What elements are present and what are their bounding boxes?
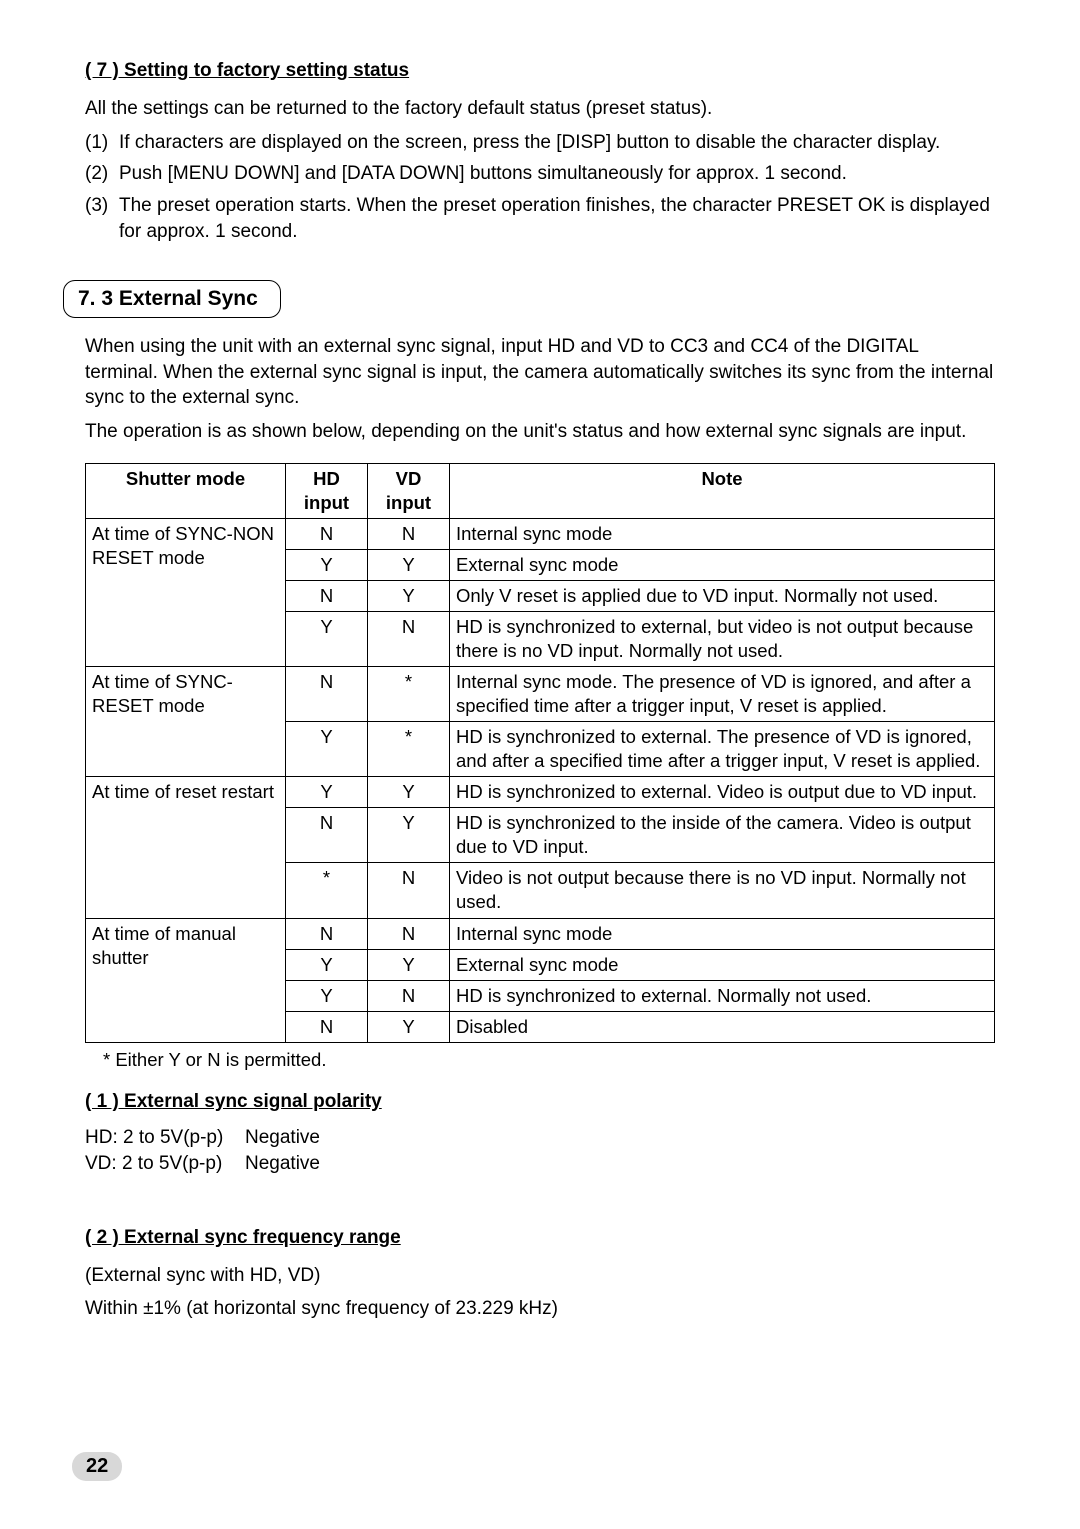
cell-hd: * <box>286 863 368 918</box>
cell-hd: Y <box>286 949 368 980</box>
cell-hd: N <box>286 918 368 949</box>
cell-note: HD is synchronized to external, but vide… <box>450 612 995 667</box>
list-num: (2) <box>85 161 119 187</box>
th-hd-input: HD input <box>286 463 368 518</box>
list-text: If characters are displayed on the scree… <box>119 130 995 156</box>
th-note: Note <box>450 463 995 518</box>
list-item: (3) The preset operation starts. When th… <box>85 193 995 244</box>
subsection-7-heading: ( 7 ) Setting to factory setting status <box>85 60 995 82</box>
cell-note: External sync mode <box>450 949 995 980</box>
sub2-line2: Within ±1% (at horizontal sync frequency… <box>85 1296 995 1322</box>
cell-hd: N <box>286 1011 368 1042</box>
cell-note: HD is synchronized to external. Video is… <box>450 777 995 808</box>
cell-vd: Y <box>368 949 450 980</box>
cell-hd: Y <box>286 777 368 808</box>
cell-vd: N <box>368 612 450 667</box>
cell-hd: N <box>286 518 368 549</box>
polarity-left: VD: 2 to 5V(p-p) <box>85 1153 245 1175</box>
external-sync-table: Shutter mode HD input VD input Note At t… <box>85 463 995 1043</box>
cell-note: HD is synchronized to external. The pres… <box>450 722 995 777</box>
th-vd-input: VD input <box>368 463 450 518</box>
cell-vd: * <box>368 722 450 777</box>
cell-vd: Y <box>368 549 450 580</box>
cell-vd: N <box>368 518 450 549</box>
polarity-right: Negative <box>245 1153 320 1175</box>
cell-note: Internal sync mode <box>450 518 995 549</box>
cell-vd: N <box>368 980 450 1011</box>
section7-list: (1) If characters are displayed on the s… <box>85 130 995 245</box>
table-row: At time of reset restart Y Y HD is synch… <box>86 777 995 808</box>
section73-para2: The operation is as shown below, dependi… <box>85 419 995 445</box>
cell-vd: Y <box>368 580 450 611</box>
polarity-right: Negative <box>245 1127 320 1149</box>
table-footnote: * Either Y or N is permitted. <box>103 1049 995 1071</box>
cell-vd: Y <box>368 1011 450 1042</box>
section-7-3-box: 7. 3 External Sync <box>63 280 281 318</box>
table-row: At time of manual shutter N N Internal s… <box>86 918 995 949</box>
page-number: 22 <box>72 1452 122 1481</box>
cell-vd: N <box>368 863 450 918</box>
list-num: (3) <box>85 193 119 244</box>
cell-hd: Y <box>286 549 368 580</box>
cell-hd: N <box>286 808 368 863</box>
table-header-row: Shutter mode HD input VD input Note <box>86 463 995 518</box>
cell-mode: At time of SYNC-RESET mode <box>86 667 286 777</box>
list-text: The preset operation starts. When the pr… <box>119 193 995 244</box>
cell-vd: Y <box>368 808 450 863</box>
cell-note: Video is not output because there is no … <box>450 863 995 918</box>
table-row: At time of SYNC-RESET mode N * Internal … <box>86 667 995 722</box>
cell-hd: Y <box>286 722 368 777</box>
table-row: At time of SYNC-NON RESET mode N N Inter… <box>86 518 995 549</box>
polarity-row: HD: 2 to 5V(p-p) Negative <box>85 1127 995 1149</box>
cell-mode: At time of reset restart <box>86 777 286 918</box>
cell-mode: At time of manual shutter <box>86 918 286 1042</box>
cell-vd: Y <box>368 777 450 808</box>
polarity-row: VD: 2 to 5V(p-p) Negative <box>85 1153 995 1175</box>
list-num: (1) <box>85 130 119 156</box>
cell-mode: At time of SYNC-NON RESET mode <box>86 518 286 666</box>
cell-note: Disabled <box>450 1011 995 1042</box>
cell-hd: N <box>286 667 368 722</box>
cell-hd: Y <box>286 980 368 1011</box>
cell-note: HD is synchronized to external. Normally… <box>450 980 995 1011</box>
list-item: (2) Push [MENU DOWN] and [DATA DOWN] but… <box>85 161 995 187</box>
cell-vd: * <box>368 667 450 722</box>
cell-note: Internal sync mode. The presence of VD i… <box>450 667 995 722</box>
subsection-1-heading: ( 1 ) External sync signal polarity <box>85 1091 995 1113</box>
cell-vd: N <box>368 918 450 949</box>
section73-para1: When using the unit with an external syn… <box>85 334 995 411</box>
th-shutter-mode: Shutter mode <box>86 463 286 518</box>
cell-note: External sync mode <box>450 549 995 580</box>
cell-note: Internal sync mode <box>450 918 995 949</box>
sub2-line1: (External sync with HD, VD) <box>85 1263 995 1289</box>
section-7-3-title: 7. 3 External Sync <box>78 287 258 310</box>
cell-note: HD is synchronized to the inside of the … <box>450 808 995 863</box>
subsection-2-heading: ( 2 ) External sync frequency range <box>85 1227 995 1249</box>
cell-hd: N <box>286 580 368 611</box>
list-text: Push [MENU DOWN] and [DATA DOWN] buttons… <box>119 161 995 187</box>
cell-note: Only V reset is applied due to VD input.… <box>450 580 995 611</box>
list-item: (1) If characters are displayed on the s… <box>85 130 995 156</box>
cell-hd: Y <box>286 612 368 667</box>
polarity-left: HD: 2 to 5V(p-p) <box>85 1127 245 1149</box>
table-body: At time of SYNC-NON RESET mode N N Inter… <box>86 518 995 1042</box>
section7-intro: All the settings can be returned to the … <box>85 96 995 122</box>
